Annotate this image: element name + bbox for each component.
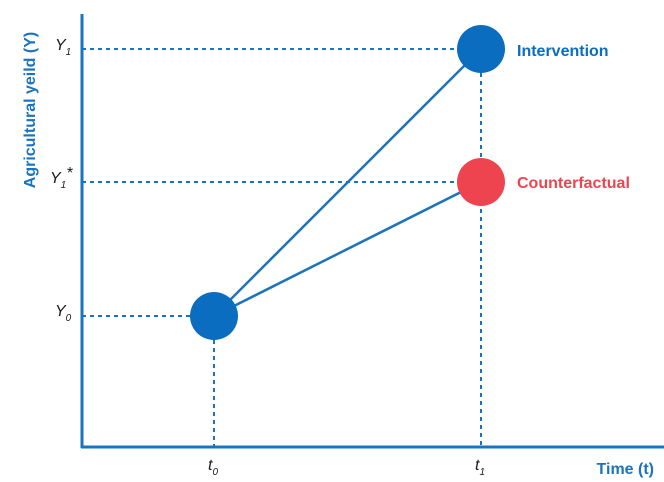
line-to-intervention [213, 48, 482, 317]
intervention-label: Intervention [517, 43, 609, 60]
guide-lines [82, 48, 482, 447]
x-tick-t1: t1 [475, 457, 485, 478]
y-axis-title: Agricultural yeild (Y) [22, 32, 39, 188]
y-tick-y1: Y1 [55, 37, 71, 58]
baseline-point [190, 292, 238, 340]
y-tick-y0: Y0 [55, 303, 72, 324]
line-to-counterfactual [213, 180, 482, 318]
x-tick-t0: t0 [208, 457, 218, 478]
y-tick-y1star: Y1* [50, 165, 73, 191]
axes [80, 14, 664, 449]
intervention-point [457, 25, 505, 73]
x-axis-title: Time (t) [597, 461, 654, 478]
connector-lines [213, 48, 482, 318]
counterfactual-point [457, 158, 505, 206]
counterfactual-label: Counterfactual [517, 175, 630, 192]
